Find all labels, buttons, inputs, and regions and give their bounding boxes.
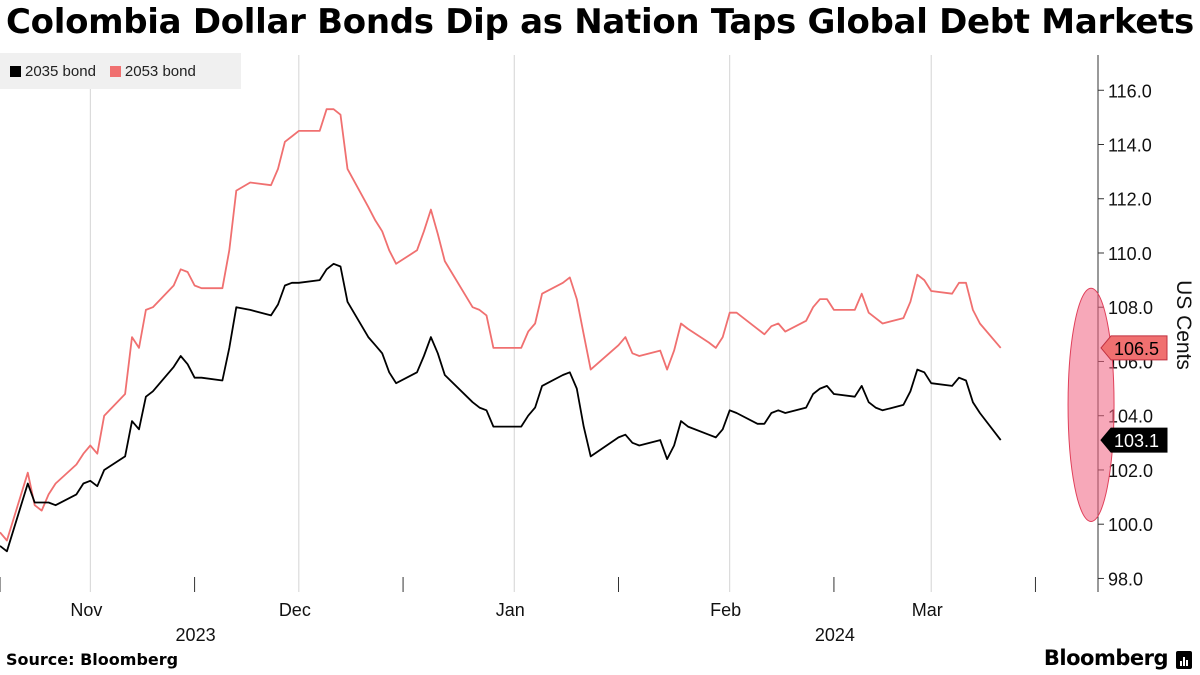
legend-item-2035[interactable]: 2035 bond — [10, 63, 96, 80]
last-value-tag-2035-bond — [1100, 427, 1168, 453]
y-tick-label: 104.0 — [1108, 407, 1153, 427]
chart-title: Colombia Dollar Bonds Dip as Nation Taps… — [6, 2, 1194, 42]
y-axis: 98.0100.0102.0104.0106.0108.0110.0112.01… — [1097, 55, 1195, 592]
x-tick-label-nov: Nov — [70, 600, 102, 620]
series-line-2053-bond — [0, 108, 1002, 542]
series-lines — [0, 108, 1002, 553]
y-tick-label: 100.0 — [1108, 515, 1153, 535]
highlight-ellipse — [1067, 287, 1115, 522]
legend-swatch-2053 — [109, 65, 121, 77]
bloomberg-terminal-icon — [1176, 651, 1192, 669]
x-axis: Nov Dec Jan Feb Mar 2023 2024 — [0, 577, 1036, 645]
legend-item-2053[interactable]: 2053 bond — [109, 62, 196, 80]
last-value-label-2035-bond: 103.1 — [1114, 431, 1159, 451]
last-value-tag-2053-bond — [1100, 335, 1168, 361]
legend: 2035 bond 2053 bond — [0, 53, 241, 89]
y-tick-label: 108.0 — [1108, 298, 1153, 318]
y-tick-label: 112.0 — [1108, 190, 1152, 210]
x-tick-label-feb: Feb — [710, 600, 741, 620]
source-note: Source: Bloomberg — [6, 650, 179, 669]
last-value-label-2053-bond: 106.5 — [1114, 339, 1159, 359]
y-axis-title: US Cents — [1172, 280, 1195, 370]
bloomberg-logo: Bloomberg — [1043, 646, 1169, 670]
y-tick-label: 98.0 — [1108, 569, 1143, 589]
legend-label-2035: 2035 bond — [25, 62, 96, 80]
series-line-2035-bond — [0, 262, 1002, 553]
x-tick-label-dec: Dec — [279, 600, 311, 620]
y-tick-label: 102.0 — [1108, 461, 1153, 481]
x-tick-label-jan: Jan — [496, 600, 525, 620]
x-tick-label-mar: Mar — [912, 600, 943, 620]
legend-swatch-2035 — [10, 65, 21, 77]
highlight-ellipse-group — [1067, 287, 1115, 522]
y-tick-label: 116.0 — [1108, 81, 1152, 101]
x-year-label-2024: 2024 — [815, 625, 855, 645]
grid-lines — [89, 55, 932, 592]
legend-label-2053: 2053 bond — [124, 62, 196, 80]
y-tick-label: 110.0 — [1108, 244, 1152, 264]
last-value-labels: 103.1 106.5 — [1100, 335, 1168, 453]
x-year-label-2023: 2023 — [176, 625, 216, 645]
y-tick-label: 114.0 — [1108, 136, 1152, 156]
